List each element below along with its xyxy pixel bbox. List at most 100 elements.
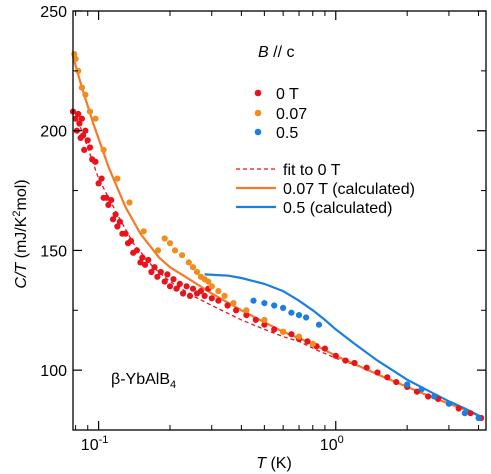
point-s1-9 [126,199,133,206]
point-s0-33 [145,256,152,264]
point-s0-67 [342,357,349,364]
point-s1-27 [261,316,268,323]
point-s0-69 [363,364,370,371]
point-s2-4 [288,309,295,316]
y-tick-label-1: 150 [40,243,67,260]
point-s1-25 [230,300,237,307]
point-s1-4 [82,91,89,98]
point-s0-70 [374,369,381,376]
compound-annotation: β-YbAlB4 [111,371,176,391]
legend-header: B // c [258,44,294,61]
point-s0-32 [142,261,149,268]
point-s1-6 [92,115,99,122]
legend-label-0.5: 0.5 [276,125,298,142]
point-s1-24 [221,292,228,299]
point-s2-3 [280,304,287,311]
point-s0-6 [78,115,85,122]
point-s2-8 [404,381,411,388]
point-s0-57 [252,316,259,323]
point-s0-19 [108,197,115,204]
point-s0-18 [105,201,112,208]
point-s0-54 [224,302,231,309]
point-s0-7 [80,132,87,139]
x-tick-label-1: 100 [320,434,344,454]
point-s0-8 [81,146,88,153]
y-tick-label-2: 200 [40,124,67,141]
point-s0-11 [86,144,94,151]
point-s2-2 [271,302,278,309]
point-s0-13 [92,158,99,165]
point-s1-18 [193,268,201,276]
point-s0-68 [351,359,358,367]
legend-label-fit: fit to 0 T [283,162,341,179]
point-s0-1 [72,115,79,122]
point-s0-43 [176,280,183,287]
point-s1-5 [86,108,94,115]
point-s0-44 [179,290,187,297]
legend-label-0T: 0 T [276,86,299,103]
point-s2-9 [418,386,425,393]
point-s0-21 [112,211,119,218]
point-s2-6 [303,314,310,321]
point-s0-23 [116,218,123,225]
point-s1-2 [75,67,82,74]
point-s0-25 [122,230,129,237]
axis-tick-labels: 10-1 100 100 150 200 250 [40,4,343,454]
fit-curve-0 [74,113,484,419]
point-s0-55 [233,307,240,314]
legend-marker-0.07 [254,109,262,117]
point-s0-59 [271,326,278,333]
point-s1-23 [215,288,222,295]
point-s0-78 [455,405,462,412]
point-s0-66 [332,352,339,359]
point-s0-36 [154,273,161,280]
point-s0-42 [173,285,180,292]
point-s0-3 [75,110,82,118]
point-s1-3 [78,84,85,91]
point-s1-16 [185,259,192,266]
point-s2-1 [261,300,268,307]
point-s0-63 [304,338,311,345]
point-s0-15 [98,175,105,182]
point-s0-27 [127,237,135,244]
point-s2-11 [445,400,452,407]
point-s1-1 [72,55,79,63]
point-s0-29 [133,247,140,254]
point-s1-21 [205,278,212,285]
point-s0-52 [208,295,215,302]
point-s0-41 [170,276,177,283]
point-s0-46 [186,292,194,299]
point-s0-45 [183,283,190,290]
point-s0-47 [189,285,197,292]
point-s0-31 [139,254,146,261]
point-s0-9 [82,127,89,134]
point-s2-10 [431,393,438,400]
point-s0-14 [95,180,102,187]
point-s0-71 [384,374,391,381]
point-s0-75 [425,393,432,400]
point-s1-14 [171,247,179,254]
point-s0-39 [164,271,171,278]
point-s0-37 [157,268,164,276]
legend-marker-0T [254,89,262,97]
point-s1-11 [154,247,162,254]
point-s0-56 [243,312,250,319]
point-s0-58 [261,321,268,328]
point-s0-50 [201,292,208,299]
point-s0-34 [148,268,155,276]
point-s1-13 [166,240,174,247]
plot-frame [72,10,487,431]
legend-label-0.07: 0.07 [276,106,307,123]
point-s1-29 [295,333,303,340]
point-s2-0 [250,297,257,304]
y-tick-label-3: 250 [40,4,67,21]
point-s0-4 [76,120,83,127]
legend-marker-0.5 [254,128,262,136]
point-s2-5 [295,312,303,319]
point-s1-17 [189,264,197,271]
point-s1-7 [100,146,107,153]
point-s1-30 [309,340,316,347]
point-s0-10 [84,137,91,144]
point-s0-79 [467,410,474,417]
